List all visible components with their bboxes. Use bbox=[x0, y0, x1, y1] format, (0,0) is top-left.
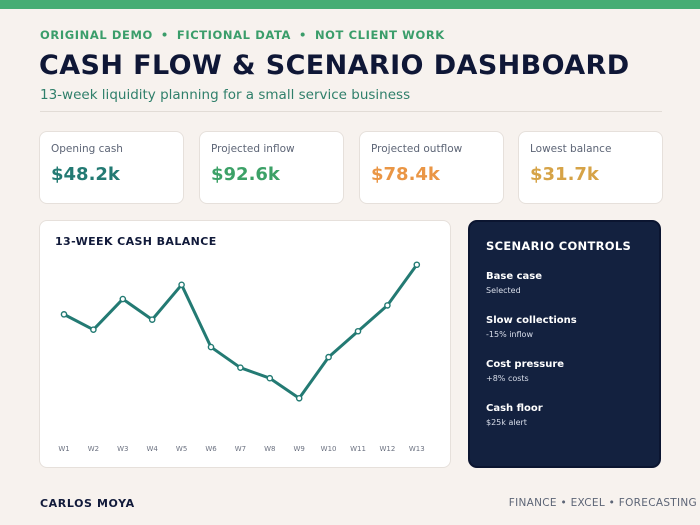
x-tick-label: W6 bbox=[205, 445, 217, 453]
footer-author: CARLOS MOYA bbox=[40, 497, 135, 510]
scenario-cash-floor[interactable]: Cash floor $25k alert bbox=[486, 403, 543, 427]
scenario-cost-pressure[interactable]: Cost pressure +8% costs bbox=[486, 359, 564, 383]
data-point-w1[interactable] bbox=[60, 311, 68, 318]
kpi-label: Opening cash bbox=[51, 143, 123, 155]
x-tick-label: W8 bbox=[264, 445, 275, 453]
x-tick-label: W13 bbox=[409, 445, 425, 453]
data-point-w6[interactable] bbox=[207, 343, 215, 351]
data-point-w8[interactable] bbox=[266, 374, 274, 382]
kpi-label: Lowest balance bbox=[530, 143, 612, 155]
x-tick-label: W9 bbox=[294, 445, 305, 453]
kpi-card-projected-outflow: Projected outflow $78.4k bbox=[359, 131, 504, 204]
scenario-detail: $25k alert bbox=[486, 418, 527, 427]
data-point-w4[interactable] bbox=[148, 316, 156, 323]
data-point-w9[interactable] bbox=[295, 394, 303, 402]
page-subtitle: 13-week liquidity planning for a small s… bbox=[40, 87, 411, 103]
x-tick-label: W1 bbox=[58, 445, 69, 453]
cash-balance-line bbox=[62, 263, 419, 400]
data-point-w11[interactable] bbox=[354, 327, 362, 335]
kpi-value: $31.7k bbox=[530, 164, 599, 185]
eyebrow-item: NOT CLIENT WORK bbox=[314, 28, 445, 42]
scenario-label: Base case bbox=[486, 271, 542, 282]
chart-title: 13-WEEK CASH BALANCE bbox=[55, 235, 217, 248]
data-point-w7[interactable] bbox=[237, 364, 244, 371]
kpi-value: $92.6k bbox=[211, 164, 280, 185]
eyebrow-separator: • bbox=[299, 28, 307, 42]
data-point-w12[interactable] bbox=[384, 302, 391, 309]
data-point-w10[interactable] bbox=[325, 353, 332, 361]
footer-tags: FINANCE • EXCEL • FORECASTING bbox=[508, 497, 697, 509]
page-title: CASH FLOW & SCENARIO DASHBOARD bbox=[39, 50, 630, 81]
kpi-label: Projected outflow bbox=[371, 143, 463, 155]
scenario-detail: +8% costs bbox=[486, 374, 529, 383]
x-tick-label: W7 bbox=[235, 445, 246, 453]
scenario-detail: -15% inflow bbox=[486, 330, 533, 339]
scenario-label: Slow collections bbox=[486, 315, 577, 326]
data-point-w5[interactable] bbox=[178, 281, 185, 289]
scenario-base-case[interactable]: Base case Selected bbox=[486, 271, 542, 295]
kpi-card-opening-cash: Opening cash $48.2k bbox=[39, 131, 184, 204]
data-point-w2[interactable] bbox=[90, 326, 97, 333]
top-accent-bar bbox=[0, 0, 700, 9]
scenario-label: Cash floor bbox=[486, 403, 543, 414]
header-divider bbox=[40, 111, 662, 112]
eyebrow-tagline: ORIGINAL DEMO • FICTIONAL DATA • NOT CLIENT … bbox=[40, 28, 445, 42]
kpi-card-lowest-balance: Lowest balance $31.7k bbox=[518, 131, 663, 204]
x-tick-label: W5 bbox=[176, 445, 187, 453]
eyebrow-item: FICTIONAL DATA bbox=[176, 28, 291, 42]
x-tick-label: W4 bbox=[147, 445, 159, 453]
cash-balance-chart-card: 13-WEEK CASH BALANCE W1 W2 W3 W4 W5 W6 W7 W8 W9 W… bbox=[39, 220, 451, 468]
x-tick-label: W10 bbox=[321, 445, 337, 453]
x-tick-label: W2 bbox=[88, 445, 99, 453]
eyebrow-item: ORIGINAL DEMO bbox=[40, 28, 153, 42]
kpi-value: $48.2k bbox=[51, 164, 120, 185]
x-tick-label: W11 bbox=[350, 445, 366, 453]
data-point-w13[interactable] bbox=[413, 261, 421, 269]
scenario-label: Cost pressure bbox=[486, 359, 565, 370]
scenario-slow-collections[interactable]: Slow collections -15% inflow bbox=[486, 315, 577, 339]
scenario-controls-panel: SCENARIO CONTROLS Base case Selected Slo… bbox=[468, 220, 661, 468]
kpi-value: $78.4k bbox=[371, 164, 440, 185]
cash-balance-line-chart: W1 W2 W3 W4 W5 W6 W7 W8 W9 W10 W11 W12 W13 bbox=[58, 261, 425, 453]
kpi-label: Projected inflow bbox=[211, 143, 295, 155]
data-point-w3[interactable] bbox=[119, 295, 127, 303]
scenario-controls-title: SCENARIO CONTROLS bbox=[486, 239, 632, 253]
x-tick-label: W3 bbox=[117, 445, 128, 453]
x-tick-label: W12 bbox=[379, 445, 395, 453]
kpi-card-projected-inflow: Projected inflow $92.6k bbox=[199, 131, 344, 204]
eyebrow-separator: • bbox=[160, 28, 169, 42]
scenario-status: Selected bbox=[486, 286, 521, 295]
